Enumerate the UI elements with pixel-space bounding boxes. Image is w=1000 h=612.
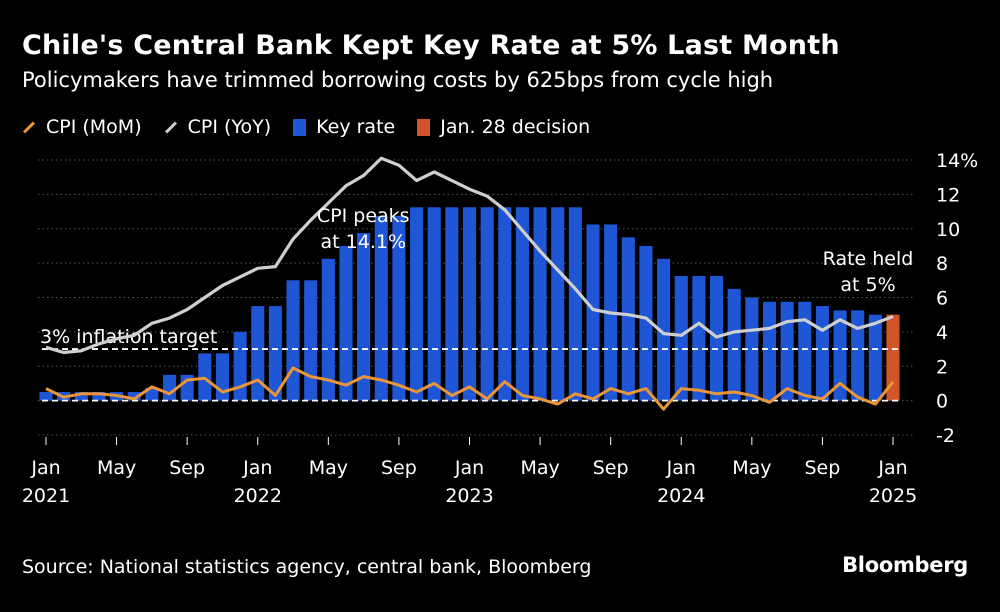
- key-rate-bar: [392, 215, 406, 401]
- x-tick-label: Jan: [666, 457, 696, 479]
- key-rate-bar: [427, 207, 441, 401]
- key-rate-bar: [321, 258, 335, 401]
- key-rate-bar: [233, 331, 247, 401]
- x-year-label: 2023: [445, 485, 493, 507]
- legend-label-cpi-yoy: CPI (YoY): [187, 116, 272, 138]
- x-tick-label: Jan: [30, 457, 60, 479]
- key-rate-bar: [410, 207, 424, 401]
- y-tick-label: 12: [936, 184, 960, 206]
- cpi-mom-line: [45, 366, 895, 411]
- x-tick-label: May: [309, 457, 348, 479]
- y-tick-label: 0: [936, 391, 948, 413]
- legend-item-cpi-mom: CPI (MoM): [22, 116, 142, 138]
- cpi-yoy-line: [45, 156, 894, 355]
- key-rate-bar: [127, 392, 141, 401]
- key-rate-bar: [251, 306, 265, 401]
- chart-title: Chile's Central Bank Kept Key Rate at 5%…: [22, 30, 840, 61]
- key-rate-bar: [657, 258, 671, 401]
- key-rate-bar: [745, 297, 759, 401]
- y-tick-label: 6: [936, 288, 948, 310]
- key-rate-bar: [621, 237, 635, 401]
- y-tick-label: 4: [936, 322, 948, 344]
- legend-label-decision: Jan. 28 decision: [440, 116, 591, 138]
- key-rate-bar: [851, 310, 865, 401]
- legend-swatch-decision: [417, 118, 431, 136]
- key-rate-bar: [727, 288, 741, 401]
- legend-item-key-rate: Key rate: [293, 116, 395, 138]
- key-rate-bar: [374, 215, 388, 401]
- x-year-label: 2025: [869, 485, 917, 507]
- x-year-label: 2022: [234, 485, 282, 507]
- key-rate-bar: [74, 392, 88, 401]
- chart-subtitle: Policymakers have trimmed borrowing cost…: [22, 68, 774, 92]
- key-rate-bar: [339, 245, 353, 401]
- legend-swatch-key-rate: [293, 118, 307, 136]
- key-rate-bar: [692, 276, 706, 401]
- annotation-peak-line1: CPI peaks: [317, 205, 410, 227]
- key-rate-bar: [515, 207, 529, 401]
- x-tick-label: May: [732, 457, 771, 479]
- x-tick-label: Sep: [593, 457, 629, 479]
- y-tick-label: 2: [936, 356, 948, 378]
- decision-bar: [886, 314, 900, 401]
- key-rate-bar: [798, 301, 812, 401]
- key-rate-bar: [445, 207, 459, 401]
- y-tick-label: -2: [936, 425, 955, 447]
- annotation-rate-held-line1: Rate held: [823, 248, 914, 270]
- key-rate-bar: [762, 301, 777, 401]
- key-rate-bar: [145, 387, 159, 401]
- key-rate-bar: [568, 207, 582, 401]
- key-rate-bar: [815, 306, 829, 401]
- x-tick-label: Jan: [877, 457, 907, 479]
- key-rate-bar: [498, 207, 512, 401]
- bloomberg-logo: Bloomberg: [842, 553, 968, 577]
- annotation-peak-line2: at 14.1%: [321, 231, 407, 253]
- key-rate-bar: [833, 310, 847, 401]
- key-rate-bar: [780, 301, 794, 401]
- key-rate-bar: [357, 233, 371, 401]
- key-rate-bar: [480, 207, 494, 401]
- key-rate-bar: [304, 280, 318, 401]
- y-tick-label: 14%: [936, 150, 978, 172]
- x-tick-label: Jan: [454, 457, 484, 479]
- x-tick-label: Sep: [381, 457, 417, 479]
- key-rate-bar: [533, 207, 547, 401]
- x-tick-label: Sep: [805, 457, 841, 479]
- chart-legend: CPI (MoM) CPI (YoY) Key rate Jan. 28 dec…: [22, 114, 612, 140]
- annotation-rate-held-line2: at 5%: [840, 274, 895, 296]
- key-rate-bar: [462, 207, 477, 401]
- source-note: Source: National statistics agency, cent…: [22, 556, 592, 578]
- key-rate-bar: [268, 306, 282, 401]
- key-rate-bar: [586, 224, 600, 401]
- key-rate-bar: [674, 276, 688, 401]
- legend-item-cpi-yoy: CPI (YoY): [164, 116, 272, 138]
- key-rate-bar: [551, 207, 565, 401]
- x-year-label: 2021: [22, 485, 70, 507]
- y-tick-label: 8: [936, 253, 948, 275]
- key-rate-bar: [162, 374, 177, 401]
- x-tick-label: Sep: [169, 457, 205, 479]
- legend-item-decision: Jan. 28 decision: [417, 116, 590, 138]
- legend-label-key-rate: Key rate: [316, 116, 396, 138]
- legend-label-cpi-mom: CPI (MoM): [46, 116, 142, 138]
- key-rate-bar: [92, 392, 106, 401]
- y-tick-label: 10: [936, 219, 960, 241]
- x-tick-label: May: [97, 457, 136, 479]
- key-rate-bar: [639, 245, 653, 401]
- x-year-label: 2024: [657, 485, 705, 507]
- x-tick-label: May: [520, 457, 559, 479]
- key-rate-bar: [868, 314, 882, 401]
- key-rate-bar: [286, 280, 300, 401]
- x-tick-label: Jan: [242, 457, 272, 479]
- key-rate-bar: [215, 353, 229, 401]
- key-rate-bar: [39, 392, 53, 401]
